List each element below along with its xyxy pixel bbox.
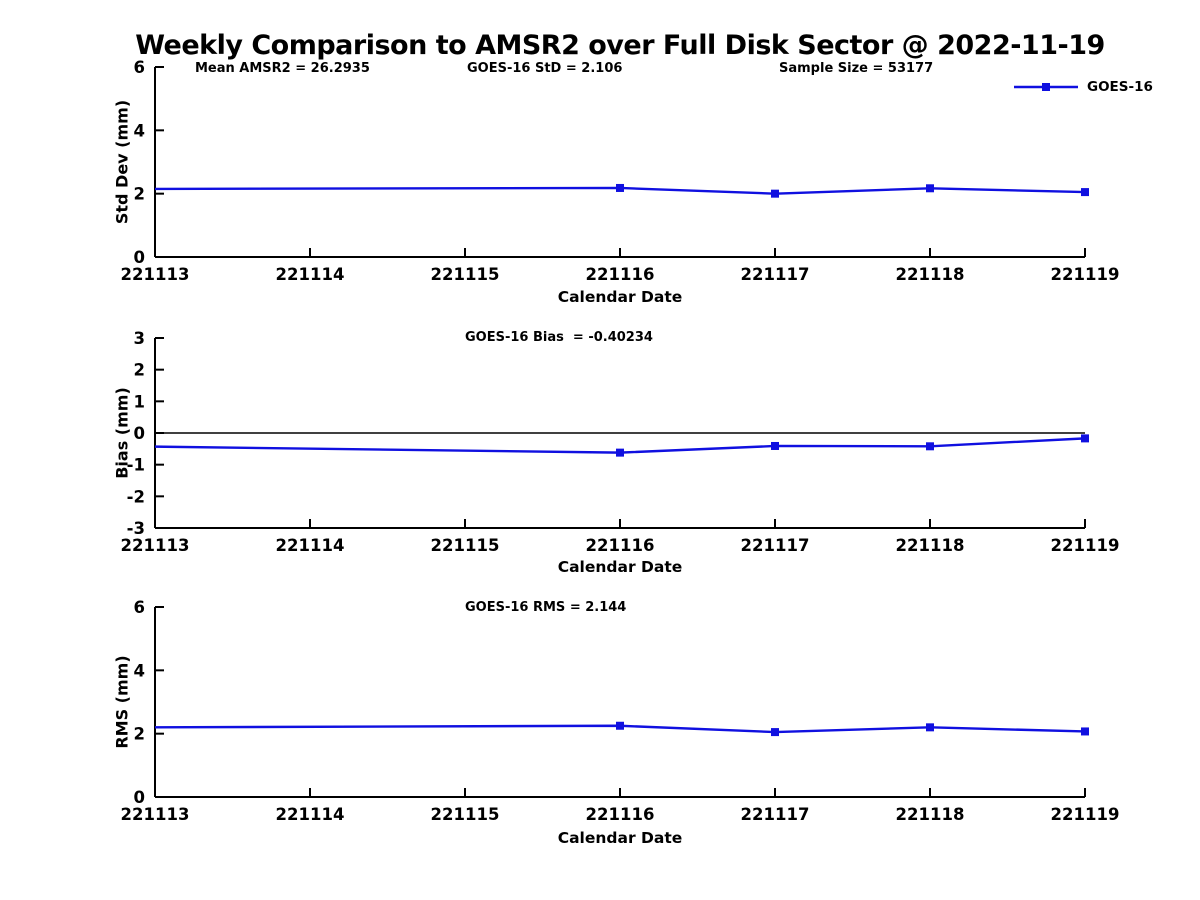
y-tick-label: 2 — [134, 725, 145, 744]
x-tick-label: 221118 — [896, 265, 965, 284]
annotation-goes16-rms: GOES-16 RMS = 2.144 — [465, 600, 627, 615]
x-tick-label: 221116 — [586, 265, 655, 284]
data-point-marker — [1081, 434, 1089, 443]
y-axis-label-std-dev: Std Dev (mm) — [112, 99, 132, 225]
y-tick-label: 1 — [134, 392, 145, 411]
y-tick-label: 4 — [134, 661, 145, 680]
data-point-marker — [616, 448, 624, 457]
data-point-marker — [926, 723, 934, 732]
x-tick-label: 221113 — [121, 805, 190, 824]
data-point-marker — [771, 189, 779, 198]
data-point-marker — [616, 183, 624, 192]
y-tick-label: 3 — [134, 329, 145, 348]
y-tick-label: 6 — [134, 598, 145, 617]
y-tick-label: 0 — [134, 788, 145, 807]
x-tick-label: 221119 — [1051, 265, 1120, 284]
x-tick-label: 221119 — [1051, 805, 1120, 824]
y-tick-label: 6 — [134, 58, 145, 77]
x-axis-label-middle: Calendar Date — [557, 558, 683, 576]
y-axis-label-rms: RMS (mm) — [112, 655, 132, 749]
annotation-goes16-std: GOES-16 StD = 2.106 — [467, 61, 623, 76]
data-point-marker — [1081, 188, 1089, 197]
x-tick-label: 221114 — [276, 265, 345, 284]
x-tick-label: 221119 — [1051, 536, 1120, 555]
x-tick-label: 221116 — [586, 536, 655, 555]
y-axis-label-bias: Bias (mm) — [112, 387, 132, 479]
y-tick-label: -3 — [127, 519, 145, 538]
x-tick-label: 221114 — [276, 805, 345, 824]
x-tick-label: 221114 — [276, 536, 345, 555]
data-point-marker — [616, 721, 624, 730]
data-point-marker — [926, 184, 934, 193]
legend-line-sample-icon — [1014, 83, 1078, 91]
data-point-marker — [926, 442, 934, 451]
x-tick-label: 221118 — [896, 805, 965, 824]
x-tick-label: 221113 — [121, 265, 190, 284]
x-axis-label-bottom: Calendar Date — [557, 829, 683, 847]
x-tick-label: 221117 — [741, 265, 810, 284]
annotation-goes16-bias: GOES-16 Bias = -0.40234 — [465, 330, 653, 345]
x-tick-label: 221117 — [741, 805, 810, 824]
y-tick-label: 0 — [134, 424, 145, 443]
x-tick-label: 221116 — [586, 805, 655, 824]
x-axis-label-top: Calendar Date — [557, 288, 683, 306]
annotation-mean-amsr2: Mean AMSR2 = 26.2935 — [195, 61, 370, 76]
y-tick-label: 0 — [134, 248, 145, 267]
x-tick-label: 221115 — [431, 265, 500, 284]
data-point-marker — [771, 441, 779, 450]
x-tick-label: 221115 — [431, 805, 500, 824]
x-tick-label: 221115 — [431, 536, 500, 555]
y-tick-label: 2 — [134, 361, 145, 380]
legend: GOES-16 — [1012, 78, 1153, 96]
y-tick-label: -1 — [127, 456, 145, 475]
x-tick-label: 221117 — [741, 536, 810, 555]
data-point-marker — [771, 728, 779, 737]
page-title: Weekly Comparison to AMSR2 over Full Dis… — [135, 30, 1105, 61]
y-tick-label: 2 — [134, 185, 145, 204]
y-tick-label: -2 — [127, 487, 145, 506]
annotation-sample-size: Sample Size = 53177 — [779, 61, 934, 76]
legend-label: GOES-16 — [1087, 79, 1153, 95]
x-tick-label: 221118 — [896, 536, 965, 555]
data-point-marker — [1081, 727, 1089, 736]
y-tick-label: 4 — [134, 121, 145, 140]
x-tick-label: 221113 — [121, 536, 190, 555]
